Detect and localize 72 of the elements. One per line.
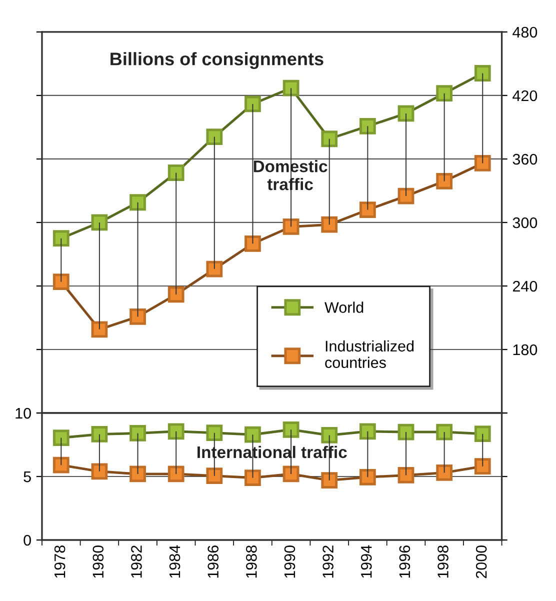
- point: [244, 235, 261, 252]
- point: [321, 472, 338, 489]
- point: [91, 321, 108, 338]
- point: [168, 286, 184, 303]
- x-tick-label: 1990: [284, 545, 296, 578]
- y-tick-label: 180: [513, 344, 538, 356]
- point: [436, 464, 453, 481]
- point: [244, 96, 261, 112]
- x-tick-label: 1980: [92, 545, 104, 578]
- point: [130, 425, 146, 442]
- point: [206, 424, 223, 442]
- x-tick-label: 2000: [476, 545, 487, 578]
- x-tick-label: 1994: [360, 545, 372, 578]
- point: [282, 421, 300, 438]
- x-tick-label: 1988: [246, 546, 257, 578]
- point: [52, 430, 70, 446]
- point: [359, 118, 376, 134]
- x-tick-label: 1984: [169, 545, 180, 578]
- y-tick-label: 240: [512, 280, 538, 292]
- point: [321, 130, 338, 148]
- point: [206, 468, 223, 484]
- y-tick-label: 10: [16, 408, 31, 419]
- y-tick-label: 480: [512, 26, 538, 38]
- point: [359, 423, 376, 440]
- point: [52, 274, 70, 290]
- point: [282, 466, 300, 482]
- text: Billions of consignments: [110, 52, 324, 70]
- legend-label: Industrialized countries: [325, 340, 414, 368]
- legend-label: World: [324, 302, 364, 313]
- x-tick-label: 1992: [322, 546, 334, 578]
- point: [130, 308, 146, 325]
- point: [52, 230, 70, 247]
- point: [52, 456, 70, 474]
- point: [130, 466, 146, 482]
- point: [474, 458, 491, 475]
- point: [474, 426, 491, 442]
- point: [168, 164, 184, 181]
- point: [398, 467, 414, 484]
- x-tick-label: 1978: [54, 546, 66, 578]
- point: [474, 155, 491, 172]
- point: [206, 260, 223, 278]
- point: [474, 65, 491, 82]
- point: [91, 426, 108, 442]
- y-tick-label: 300: [512, 217, 538, 228]
- point: [436, 173, 453, 190]
- point: [398, 188, 414, 204]
- point: [359, 202, 376, 218]
- point: [168, 423, 184, 440]
- x-tick-label: 1996: [399, 546, 410, 578]
- point: [321, 216, 338, 233]
- point: [282, 80, 300, 96]
- point: [436, 85, 453, 102]
- point: [359, 468, 376, 486]
- point: [398, 105, 414, 122]
- y-tick-label: 5: [24, 472, 31, 482]
- point: [91, 214, 108, 231]
- y-tick-label: 360: [512, 154, 538, 165]
- point: [282, 218, 300, 235]
- point: [244, 426, 261, 443]
- point: [321, 427, 338, 444]
- point: [168, 466, 184, 482]
- point: [398, 424, 414, 440]
- x-tick-label: 1986: [208, 546, 219, 578]
- point: [91, 463, 108, 480]
- point: [130, 194, 146, 211]
- x-tick-label: 1998: [438, 546, 448, 578]
- point: [206, 128, 223, 145]
- y-tick-label: 0: [24, 534, 31, 546]
- y-tick-label: 420: [512, 90, 538, 102]
- point: [436, 424, 453, 440]
- x-tick-label: 1982: [131, 546, 142, 578]
- point: [244, 470, 261, 486]
